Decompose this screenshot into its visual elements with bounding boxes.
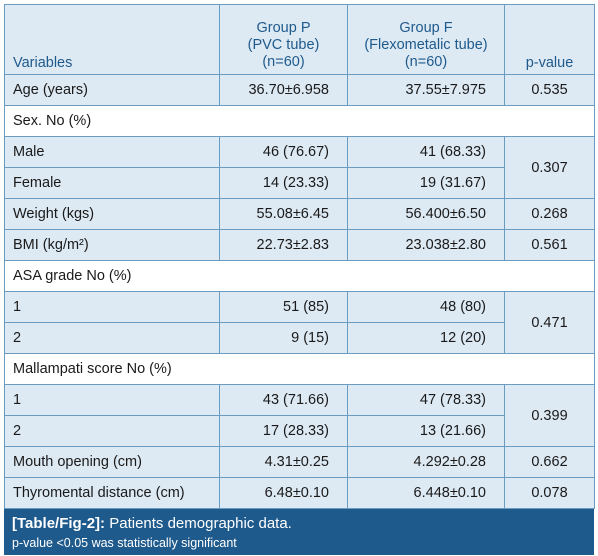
cell-group-p: 51 (85) (219, 291, 348, 323)
table-header-row: Variables Group P (PVC tube) (n=60) Grou… (4, 4, 595, 75)
table-row-mallampati-2: 2 17 (28.33) 13 (21.66) (4, 415, 595, 447)
cell-group-f: 37.55±7.975 (347, 74, 505, 106)
cell-group-p: 43 (71.66) (219, 384, 348, 416)
cell-group-p: 14 (23.33) (219, 167, 348, 199)
cell-group-p: 6.48±0.10 (219, 477, 348, 509)
caption-note: p-value <0.05 was statistically signific… (12, 536, 237, 550)
header-group-p: Group P (PVC tube) (n=60) (219, 4, 348, 75)
cell-group-p: 36.70±6.958 (219, 74, 348, 106)
cell-group-p: 4.31±0.25 (219, 446, 348, 478)
cell-p-value: 0.399 (504, 384, 595, 447)
cell-group-f: 19 (31.67) (347, 167, 505, 199)
cell-group-f: 4.292±0.28 (347, 446, 505, 478)
header-p-value: p-value (504, 4, 595, 75)
cell-p-value: 0.268 (504, 198, 595, 230)
cell-p-value: 0.307 (504, 136, 595, 199)
cell-group-p: 22.73±2.83 (219, 229, 348, 261)
header-group-f: Group F (Flexometalic tube) (n=60) (347, 4, 505, 75)
caption-tag: [Table/Fig-2]: (12, 515, 106, 532)
header-group-p-line1: Group P (256, 20, 311, 36)
header-variables: Variables (4, 4, 220, 75)
cell-p-value: 0.561 (504, 229, 595, 261)
section-label: Sex. No (%) (4, 105, 595, 137)
table-row-weight: Weight (kgs) 55.08±6.45 56.400±6.50 0.26… (4, 198, 595, 230)
cell-group-f: 48 (80) (347, 291, 505, 323)
row-label: Male (4, 136, 220, 168)
cell-p-value: 0.662 (504, 446, 595, 478)
cell-group-f: 56.400±6.50 (347, 198, 505, 230)
cell-group-f: 23.038±2.80 (347, 229, 505, 261)
table-row-asa-1: 1 51 (85) 48 (80) 0.471 (4, 291, 595, 354)
row-label: Age (years) (4, 74, 220, 106)
row-label: 2 (4, 322, 220, 354)
table-row-thyromental: Thyromental distance (cm) 6.48±0.10 6.44… (4, 477, 595, 509)
row-label: Weight (kgs) (4, 198, 220, 230)
table-row-mallampati-1: 1 43 (71.66) 47 (78.33) 0.399 (4, 384, 595, 447)
table-row-asa-section: ASA grade No (%) (4, 260, 595, 292)
row-label: 2 (4, 415, 220, 447)
table-row-bmi: BMI (kg/m²) 22.73±2.83 23.038±2.80 0.561 (4, 229, 595, 261)
cell-p-value: 0.078 (504, 477, 595, 509)
table-row-age: Age (years) 36.70±6.958 37.55±7.975 0.53… (4, 74, 595, 106)
table-row-male: Male 46 (76.67) 41 (68.33) 0.307 (4, 136, 595, 199)
cell-group-f: 13 (21.66) (347, 415, 505, 447)
demographic-table: Variables Group P (PVC tube) (n=60) Grou… (4, 4, 595, 509)
header-group-p-line2: (PVC tube) (247, 37, 320, 53)
cell-group-p: 46 (76.67) (219, 136, 348, 168)
cell-group-f: 41 (68.33) (347, 136, 505, 168)
cell-group-f: 6.448±0.10 (347, 477, 505, 509)
header-group-f-line2: (Flexometalic tube) (364, 37, 488, 53)
row-label: 1 (4, 384, 220, 416)
table-caption: [Table/Fig-2]: Patients demographic data… (4, 509, 594, 555)
cell-p-value: 0.471 (504, 291, 595, 354)
section-label: Mallampati score No (%) (4, 353, 595, 385)
table-row-mouth-opening: Mouth opening (cm) 4.31±0.25 4.292±0.28 … (4, 446, 595, 478)
cell-group-f: 47 (78.33) (347, 384, 505, 416)
header-group-p-line3: (n=60) (262, 54, 305, 70)
row-label: 1 (4, 291, 220, 323)
cell-p-value: 0.535 (504, 74, 595, 106)
cell-group-f: 12 (20) (347, 322, 505, 354)
caption-title: Patients demographic data. (109, 515, 292, 532)
header-group-f-line3: (n=60) (404, 54, 448, 70)
table-row-sex-section: Sex. No (%) (4, 105, 595, 137)
table-row-asa-2: 2 9 (15) 12 (20) (4, 322, 595, 354)
table-row-female: Female 14 (23.33) 19 (31.67) (4, 167, 595, 199)
row-label: Mouth opening (cm) (4, 446, 220, 478)
table-row-mallampati-section: Mallampati score No (%) (4, 353, 595, 385)
cell-group-p: 55.08±6.45 (219, 198, 348, 230)
header-group-f-line1: Group F (399, 20, 453, 36)
cell-group-p: 9 (15) (219, 322, 348, 354)
row-label: Thyromental distance (cm) (4, 477, 220, 509)
section-label: ASA grade No (%) (4, 260, 595, 292)
row-label: BMI (kg/m²) (4, 229, 220, 261)
caption-title-line: [Table/Fig-2]: Patients demographic data… (12, 514, 586, 534)
row-label: Female (4, 167, 220, 199)
cell-group-p: 17 (28.33) (219, 415, 348, 447)
table-figure: Variables Group P (PVC tube) (n=60) Grou… (4, 4, 595, 555)
